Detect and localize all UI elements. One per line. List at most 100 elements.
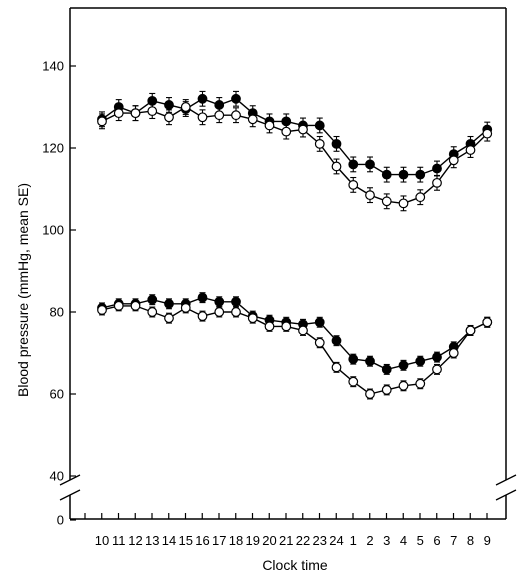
data-point-open xyxy=(164,313,174,324)
series-systolic-filled xyxy=(97,90,493,183)
data-point-filled xyxy=(381,364,392,375)
data-point-open xyxy=(381,385,392,395)
x-axis-label: Clock time xyxy=(262,557,328,573)
x-tick-label: 17 xyxy=(212,533,226,548)
data-point-open xyxy=(214,110,225,121)
data-point-open xyxy=(365,190,375,201)
data-point-open xyxy=(398,198,409,209)
x-tick-label: 24 xyxy=(329,533,343,548)
data-point-open xyxy=(264,120,275,131)
data-point-open xyxy=(448,155,459,166)
data-point-open xyxy=(197,112,208,123)
x-tick-label: 14 xyxy=(162,533,176,548)
data-point-open xyxy=(113,300,124,311)
data-point-filled xyxy=(164,298,174,309)
y-tick-label: 140 xyxy=(42,59,64,74)
x-tick-label: 18 xyxy=(229,533,243,548)
data-point-filled xyxy=(365,159,375,170)
data-point-open xyxy=(164,112,174,123)
data-point-filled xyxy=(164,100,174,110)
data-point-open xyxy=(180,303,191,313)
data-point-open xyxy=(197,311,208,322)
data-point-filled xyxy=(214,296,225,307)
data-point-filled xyxy=(415,356,426,367)
data-point-filled xyxy=(381,169,392,180)
data-point-open xyxy=(281,126,292,137)
data-point-open xyxy=(314,337,325,348)
data-point-open xyxy=(314,138,325,149)
data-point-open xyxy=(97,116,107,127)
x-tick-label: 11 xyxy=(112,533,126,548)
data-point-open xyxy=(130,108,141,119)
series-line xyxy=(101,305,488,395)
series-line xyxy=(101,98,488,176)
data-point-open xyxy=(97,305,107,315)
data-point-open xyxy=(298,325,308,336)
data-point-filled xyxy=(314,317,325,328)
x-tick-label: 7 xyxy=(450,533,457,548)
data-point-filled xyxy=(432,163,442,174)
axis-break-mark-right-2 xyxy=(495,489,517,501)
series-systolic-open xyxy=(97,99,493,212)
x-tick-label: 22 xyxy=(296,533,310,548)
x-tick-label: 6 xyxy=(433,533,440,548)
y-axis-ticks: 0 40 60 80 100 120 140 xyxy=(42,59,76,528)
data-point-filled xyxy=(331,138,342,149)
data-point-open xyxy=(331,161,342,172)
data-point-filled xyxy=(348,354,359,365)
x-tick-label: 2 xyxy=(366,533,373,548)
data-point-open xyxy=(398,380,409,391)
y-tick-label: 100 xyxy=(42,223,64,238)
data-point-open xyxy=(432,364,442,375)
series-line xyxy=(101,296,488,371)
x-tick-label: 23 xyxy=(313,533,327,548)
y-axis-label: Blood pressure (mmHg, mean SE) xyxy=(15,183,31,397)
data-point-open xyxy=(130,300,141,311)
data-point-open xyxy=(482,317,493,328)
x-tick-label: 13 xyxy=(145,533,159,548)
data-point-filled xyxy=(147,294,158,305)
data-point-open xyxy=(247,114,258,125)
x-tick-label: 5 xyxy=(417,533,424,548)
data-point-open xyxy=(432,177,442,188)
x-tick-label: 15 xyxy=(179,533,193,548)
data-point-open xyxy=(365,389,375,399)
axis-break-mark-left-1 xyxy=(59,474,81,486)
y-tick-label: 0 xyxy=(57,513,64,528)
data-point-filled xyxy=(197,93,208,104)
x-tick-label: 19 xyxy=(246,533,260,548)
data-point-open xyxy=(214,307,225,317)
y-tick-label: 80 xyxy=(50,305,64,320)
data-point-open xyxy=(348,376,359,387)
data-point-open xyxy=(448,348,459,358)
x-axis-ticks: 10 11 12 13 14 15 16 17 18 19 20 21 22 23 24 1 2 3 4 5 6 7 8 9 xyxy=(84,513,491,548)
data-point-filled xyxy=(231,296,241,307)
plot-frame xyxy=(59,7,517,520)
data-point-filled xyxy=(231,93,241,104)
data-point-open xyxy=(281,321,292,332)
x-tick-label: 4 xyxy=(400,533,407,548)
y-tick-label: 60 xyxy=(50,387,64,402)
data-point-open xyxy=(264,321,275,332)
data-point-open xyxy=(415,378,426,389)
data-point-open xyxy=(113,108,124,119)
data-point-filled xyxy=(197,292,208,303)
data-point-filled xyxy=(398,360,409,371)
data-point-open xyxy=(465,145,476,155)
data-point-filled xyxy=(331,335,342,346)
series-diastolic-open xyxy=(97,300,493,400)
x-tick-label: 16 xyxy=(195,533,209,548)
data-point-filled xyxy=(398,169,409,180)
axis-break-mark-left-2 xyxy=(59,489,81,501)
x-tick-label: 8 xyxy=(467,533,474,548)
x-tick-label: 10 xyxy=(95,533,109,548)
axis-break-mark-right-1 xyxy=(495,474,517,486)
data-point-filled xyxy=(314,120,325,131)
data-point-open xyxy=(482,128,493,139)
data-point-filled xyxy=(415,169,426,180)
data-point-open xyxy=(465,325,476,336)
x-tick-label: 1 xyxy=(350,533,357,548)
data-point-open xyxy=(331,362,342,373)
x-tick-label: 21 xyxy=(279,533,293,548)
